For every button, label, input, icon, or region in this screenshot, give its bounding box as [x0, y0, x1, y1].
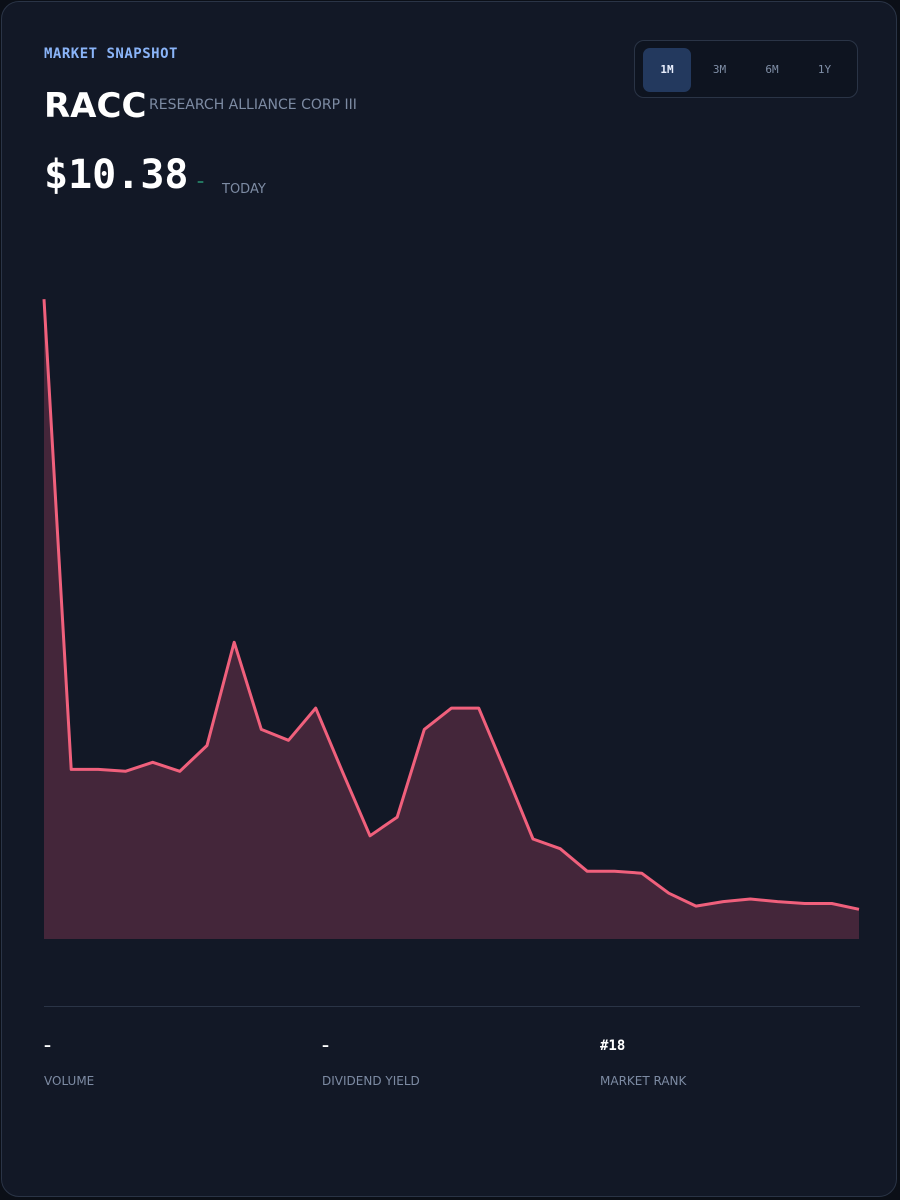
ticker: RACC — [44, 86, 147, 126]
price-line — [42, 299, 860, 911]
range-tab[interactable]: 3M — [712, 63, 727, 76]
chart — [42, 299, 860, 939]
stat-label: MARKET RANK — [600, 1074, 687, 1088]
divider — [44, 1006, 860, 1007]
stat-label: DIVIDEND YIELD — [322, 1074, 420, 1088]
range-tab[interactable]: 1M — [643, 48, 691, 92]
period: TODAY — [222, 182, 266, 197]
stat-value: #18 — [600, 1038, 626, 1054]
range-tab[interactable]: 1Y — [817, 63, 832, 76]
price-change: – — [197, 174, 204, 190]
range-tabs: 1M 3M 6M 1Y — [634, 40, 858, 98]
stat-label: VOLUME — [44, 1074, 95, 1088]
stat-value: – — [44, 1038, 51, 1054]
area-fill — [44, 299, 859, 939]
stat-value: – — [322, 1038, 329, 1054]
company-name: RESEARCH ALLIANCE CORP III — [149, 97, 357, 113]
section-label: MARKET SNAPSHOT — [44, 46, 178, 62]
price: $10.38 — [44, 152, 189, 198]
range-tab[interactable]: 6M — [765, 63, 779, 76]
